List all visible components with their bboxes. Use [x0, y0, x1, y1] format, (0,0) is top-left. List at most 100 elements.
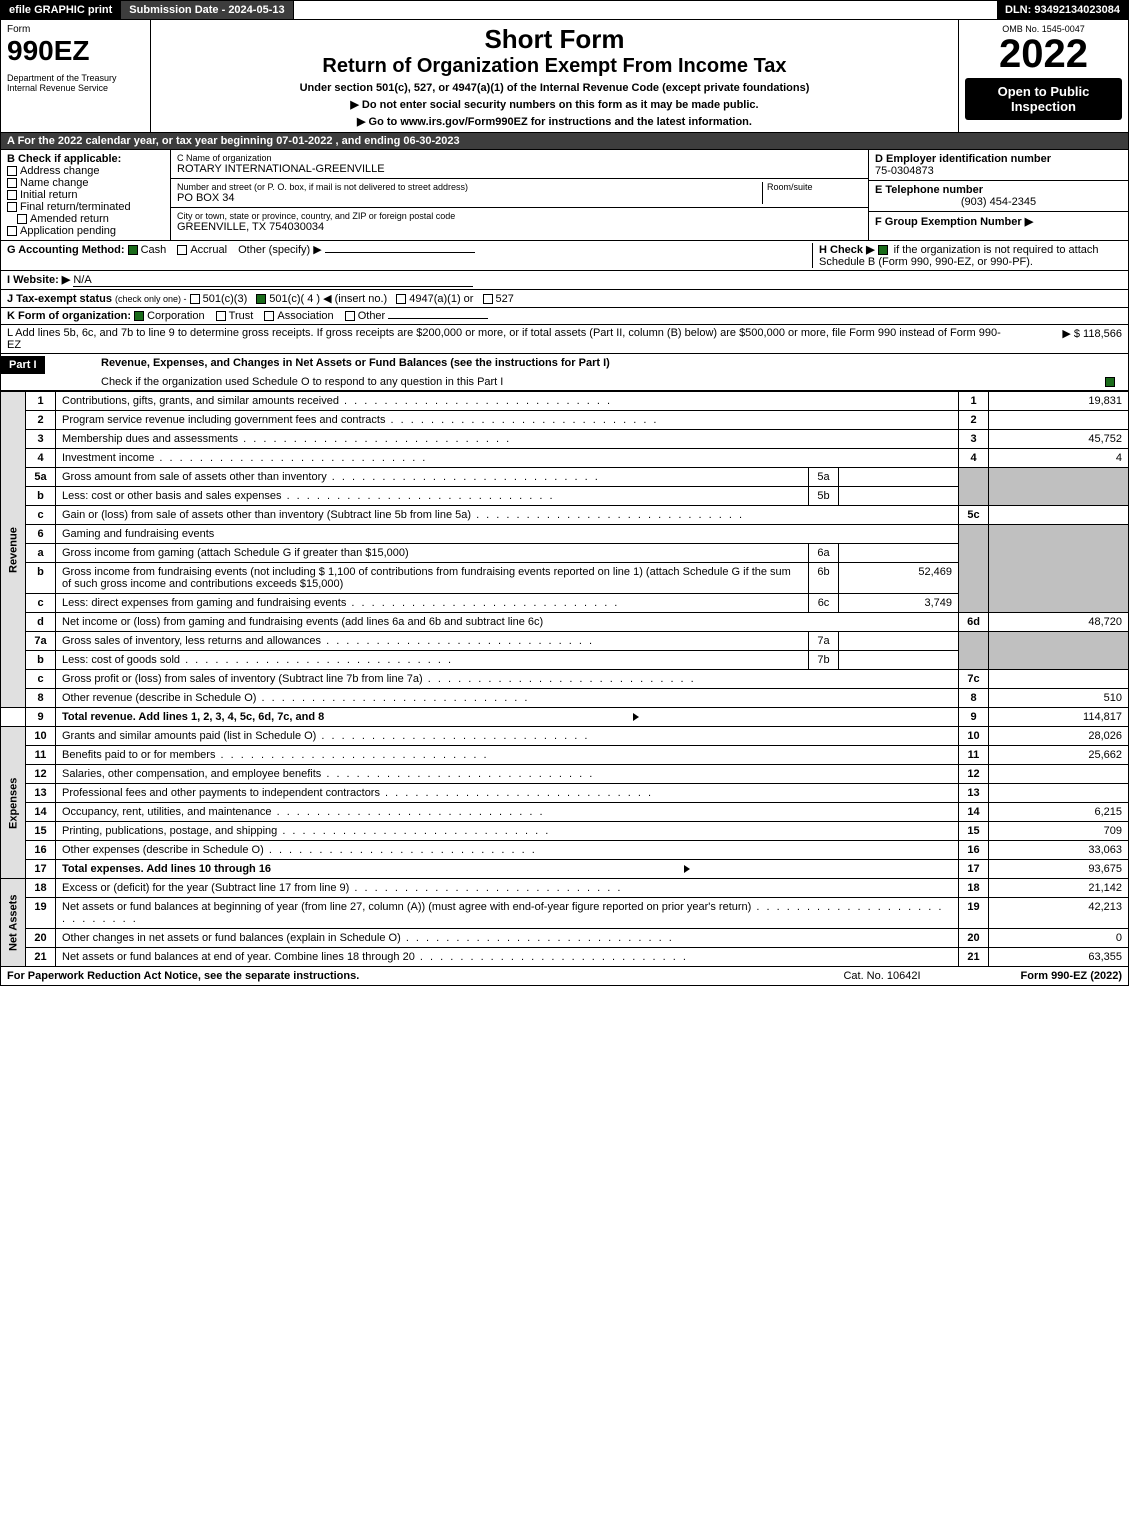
note-ssn: ▶ Do not enter social security numbers o…: [157, 98, 952, 111]
line-6d-val: 48,720: [989, 613, 1129, 632]
l-value: ▶ $ 118,566: [1002, 327, 1122, 351]
ein-label: D Employer identification number: [875, 153, 1122, 165]
check-name[interactable]: Name change: [7, 177, 164, 189]
check-501c3[interactable]: [190, 294, 200, 304]
footer: For Paperwork Reduction Act Notice, see …: [0, 967, 1129, 986]
header-right: OMB No. 1545-0047 2022 Open to Public In…: [958, 20, 1128, 132]
line-19-val: 42,213: [989, 898, 1129, 929]
form-number: 990EZ: [7, 35, 144, 67]
org-name: ROTARY INTERNATIONAL-GREENVILLE: [177, 163, 862, 175]
irs-label: Internal Revenue Service: [7, 83, 144, 93]
line-6d-desc: Net income or (loss) from gaming and fun…: [56, 613, 959, 632]
check-schedule-b[interactable]: [878, 245, 888, 255]
line-21-desc: Net assets or fund balances at end of ye…: [56, 948, 959, 967]
section-k: K Form of organization: Corporation Trus…: [0, 308, 1129, 325]
form-header: Form 990EZ Department of the Treasury In…: [0, 20, 1129, 133]
dln-label: DLN: 93492134023084: [997, 1, 1128, 19]
check-501c[interactable]: [256, 294, 266, 304]
check-pending[interactable]: Application pending: [7, 225, 164, 237]
line-5a-sub: [839, 468, 959, 487]
line-11-val: 25,662: [989, 746, 1129, 765]
header-left: Form 990EZ Department of the Treasury In…: [1, 20, 151, 132]
line-5a-desc: Gross amount from sale of assets other t…: [56, 468, 809, 487]
line-9-val: 114,817: [989, 708, 1129, 727]
return-title: Return of Organization Exempt From Incom…: [157, 55, 952, 78]
phone-value: (903) 454-2345: [875, 196, 1122, 208]
check-schedule-o[interactable]: [1105, 377, 1115, 387]
line-7c-desc: Gross profit or (loss) from sales of inv…: [56, 670, 959, 689]
city-value: GREENVILLE, TX 754030034: [177, 221, 862, 233]
check-527[interactable]: [483, 294, 493, 304]
line-5b-desc: Less: cost or other basis and sales expe…: [56, 487, 809, 506]
check-address[interactable]: Address change: [7, 165, 164, 177]
section-j: J Tax-exempt status (check only one) - 5…: [0, 290, 1129, 308]
city-label: City or town, state or province, country…: [177, 211, 862, 221]
footer-center: Cat. No. 10642I: [843, 970, 920, 982]
line-6a-desc: Gross income from gaming (attach Schedul…: [56, 544, 809, 563]
line-6b-val: 52,469: [839, 563, 959, 594]
expenses-side-label: Expenses: [1, 727, 26, 879]
section-a: A For the 2022 calendar year, or tax yea…: [0, 133, 1129, 150]
k-label: K Form of organization:: [7, 310, 131, 322]
website-value: N/A: [73, 274, 473, 287]
tax-year: 2022: [965, 34, 1122, 74]
form-label: Form: [7, 24, 144, 35]
check-corp[interactable]: [134, 311, 144, 321]
line-7b-desc: Less: cost of goods sold: [56, 651, 809, 670]
section-b-label: B Check if applicable:: [7, 153, 164, 165]
netassets-side-label: Net Assets: [1, 879, 26, 967]
phone-label: E Telephone number: [875, 184, 1122, 196]
group-exemption-label: F Group Exemption Number ▶: [875, 215, 1122, 228]
check-cash[interactable]: [128, 245, 138, 255]
line-20-desc: Other changes in net assets or fund bala…: [56, 929, 959, 948]
line-17-desc: Total expenses. Add lines 10 through 16: [56, 860, 959, 879]
line-13-desc: Professional fees and other payments to …: [56, 784, 959, 803]
line-4-val: 4: [989, 449, 1129, 468]
section-h: H Check ▶ if the organization is not req…: [812, 243, 1122, 268]
section-l: L Add lines 5b, 6c, and 7b to line 9 to …: [0, 325, 1129, 354]
line-num: 1: [26, 392, 56, 411]
line-3-val: 45,752: [989, 430, 1129, 449]
line-5c-desc: Gain or (loss) from sale of assets other…: [56, 506, 959, 525]
line-1-desc: Contributions, gifts, grants, and simila…: [56, 392, 959, 411]
l-text: L Add lines 5b, 6c, and 7b to line 9 to …: [7, 327, 1002, 351]
line-6c-desc: Less: direct expenses from gaming and fu…: [56, 594, 809, 613]
line-20-val: 0: [989, 929, 1129, 948]
check-initial[interactable]: Initial return: [7, 189, 164, 201]
h-label: H Check ▶: [819, 244, 875, 256]
line-11-desc: Benefits paid to or for members: [56, 746, 959, 765]
line-16-val: 33,063: [989, 841, 1129, 860]
line-6c-val: 3,749: [839, 594, 959, 613]
line-10-desc: Grants and similar amounts paid (list in…: [56, 727, 959, 746]
header-center: Short Form Return of Organization Exempt…: [151, 20, 958, 132]
ein-value: 75-0304873: [875, 165, 1122, 177]
part-1-header: Part I Revenue, Expenses, and Changes in…: [0, 354, 1129, 391]
section-b: B Check if applicable: Address change Na…: [1, 150, 171, 240]
check-amended[interactable]: Amended return: [7, 213, 164, 225]
check-trust[interactable]: [216, 311, 226, 321]
line-10-val: 28,026: [989, 727, 1129, 746]
short-form-title: Short Form: [157, 24, 952, 55]
check-final[interactable]: Final return/terminated: [7, 201, 164, 213]
sections-b-f: B Check if applicable: Address change Na…: [0, 150, 1129, 241]
website-label: I Website: ▶: [7, 274, 70, 286]
line-9-desc: Total revenue. Add lines 1, 2, 3, 4, 5c,…: [56, 708, 959, 727]
check-4947[interactable]: [396, 294, 406, 304]
line-4-desc: Investment income: [56, 449, 959, 468]
line-6-desc: Gaming and fundraising events: [56, 525, 959, 544]
line-15-val: 709: [989, 822, 1129, 841]
check-assoc[interactable]: [264, 311, 274, 321]
revenue-side-label: Revenue: [1, 392, 26, 708]
line-1-val: 19,831: [989, 392, 1129, 411]
check-other-org[interactable]: [345, 311, 355, 321]
line-16-desc: Other expenses (describe in Schedule O): [56, 841, 959, 860]
section-c: C Name of organization ROTARY INTERNATIO…: [171, 150, 868, 240]
addr-value: PO BOX 34: [177, 192, 762, 204]
j-note: (check only one) -: [115, 294, 187, 304]
check-accrual[interactable]: [177, 245, 187, 255]
submission-date: Submission Date - 2024-05-13: [121, 1, 293, 19]
line-7a-desc: Gross sales of inventory, less returns a…: [56, 632, 809, 651]
open-public-badge: Open to Public Inspection: [965, 78, 1122, 120]
line-15-desc: Printing, publications, postage, and shi…: [56, 822, 959, 841]
line-12-desc: Salaries, other compensation, and employ…: [56, 765, 959, 784]
